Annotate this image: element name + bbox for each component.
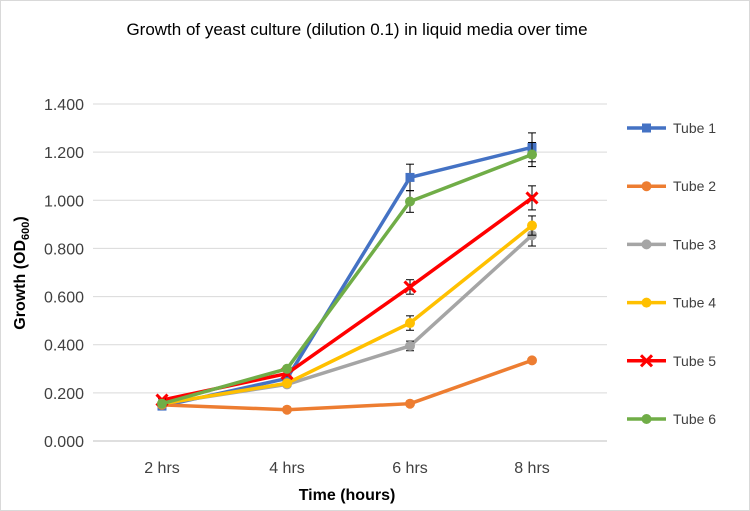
gridlines xyxy=(93,103,607,442)
series-tube-4 xyxy=(157,215,537,409)
legend-marker xyxy=(641,181,652,192)
legend-marker xyxy=(642,123,651,133)
x-axis-ticks: 2 hrs 4 hrs 6 hrs 8 hrs xyxy=(144,460,550,477)
legend-marker xyxy=(639,354,654,368)
series-tube-5 xyxy=(155,185,539,407)
data-point xyxy=(525,191,539,205)
y-tick-label: 1.400 xyxy=(44,97,84,114)
legend-label: Tube 3 xyxy=(673,236,716,252)
data-point xyxy=(405,196,415,207)
legend-item: Tube 5 xyxy=(627,353,716,369)
x-tick-label: 4 hrs xyxy=(269,460,305,477)
data-point xyxy=(405,172,415,182)
data-point xyxy=(527,149,537,160)
legend-item: Tube 2 xyxy=(627,178,716,194)
y-tick-label: 0.800 xyxy=(44,241,84,258)
legend-marker xyxy=(641,297,652,308)
legend-item: Tube 3 xyxy=(627,236,716,252)
series-line xyxy=(161,358,533,412)
data-point xyxy=(527,355,537,366)
series-line xyxy=(161,196,534,402)
y-axis-label-main: Growth (OD xyxy=(12,240,29,330)
series-tube-2 xyxy=(157,355,537,415)
y-tick-label: 0.400 xyxy=(44,338,84,355)
y-tick-label: 0.000 xyxy=(44,434,84,451)
data-point xyxy=(405,398,415,409)
y-axis-label-subscript: 600 xyxy=(20,222,32,240)
legend-item: Tube 6 xyxy=(627,411,716,427)
x-axis-label: Time (hours) xyxy=(299,487,396,504)
x-tick-label: 8 hrs xyxy=(514,460,550,477)
legend-label: Tube 6 xyxy=(673,411,716,427)
y-axis-ticks: 0.000 0.200 0.400 0.600 0.800 1.000 1.200 1.400 xyxy=(44,97,84,451)
series-tube-3 xyxy=(157,223,537,409)
y-tick-label: 0.600 xyxy=(44,290,84,307)
x-tick-label: 6 hrs xyxy=(392,460,428,477)
y-tick-label: 0.200 xyxy=(44,386,84,403)
legend-label: Tube 2 xyxy=(673,178,716,194)
legend-marker xyxy=(641,414,652,424)
series-tube-6 xyxy=(157,142,537,409)
series-line xyxy=(161,152,533,406)
y-axis-label-close: ) xyxy=(12,216,29,221)
data-point xyxy=(282,363,292,374)
legend-label: Tube 4 xyxy=(673,295,716,311)
legend-item: Tube 1 xyxy=(627,120,716,136)
data-point xyxy=(403,280,417,294)
data-point xyxy=(405,340,415,351)
x-tick-label: 2 hrs xyxy=(144,460,180,477)
data-point xyxy=(527,220,537,231)
legend-label: Tube 1 xyxy=(673,120,716,136)
y-axis-label: Growth (OD600) xyxy=(12,216,32,329)
y-tick-label: 1.000 xyxy=(44,193,84,210)
legend-item: Tube 4 xyxy=(627,295,716,311)
legend-label: Tube 5 xyxy=(673,353,716,369)
legend: Tube 1 Tube 2 Tube 3 Tube 4 Tube 5 Tube 6 xyxy=(627,120,716,427)
series-line xyxy=(161,224,534,406)
series-group xyxy=(155,132,539,415)
y-tick-label: 1.200 xyxy=(44,145,84,162)
data-point xyxy=(282,404,292,415)
chart-title: Growth of yeast culture (dilution 0.1) i… xyxy=(126,20,587,39)
data-point xyxy=(157,398,167,409)
data-point xyxy=(405,318,415,329)
data-point xyxy=(282,378,292,389)
legend-marker xyxy=(641,239,652,250)
